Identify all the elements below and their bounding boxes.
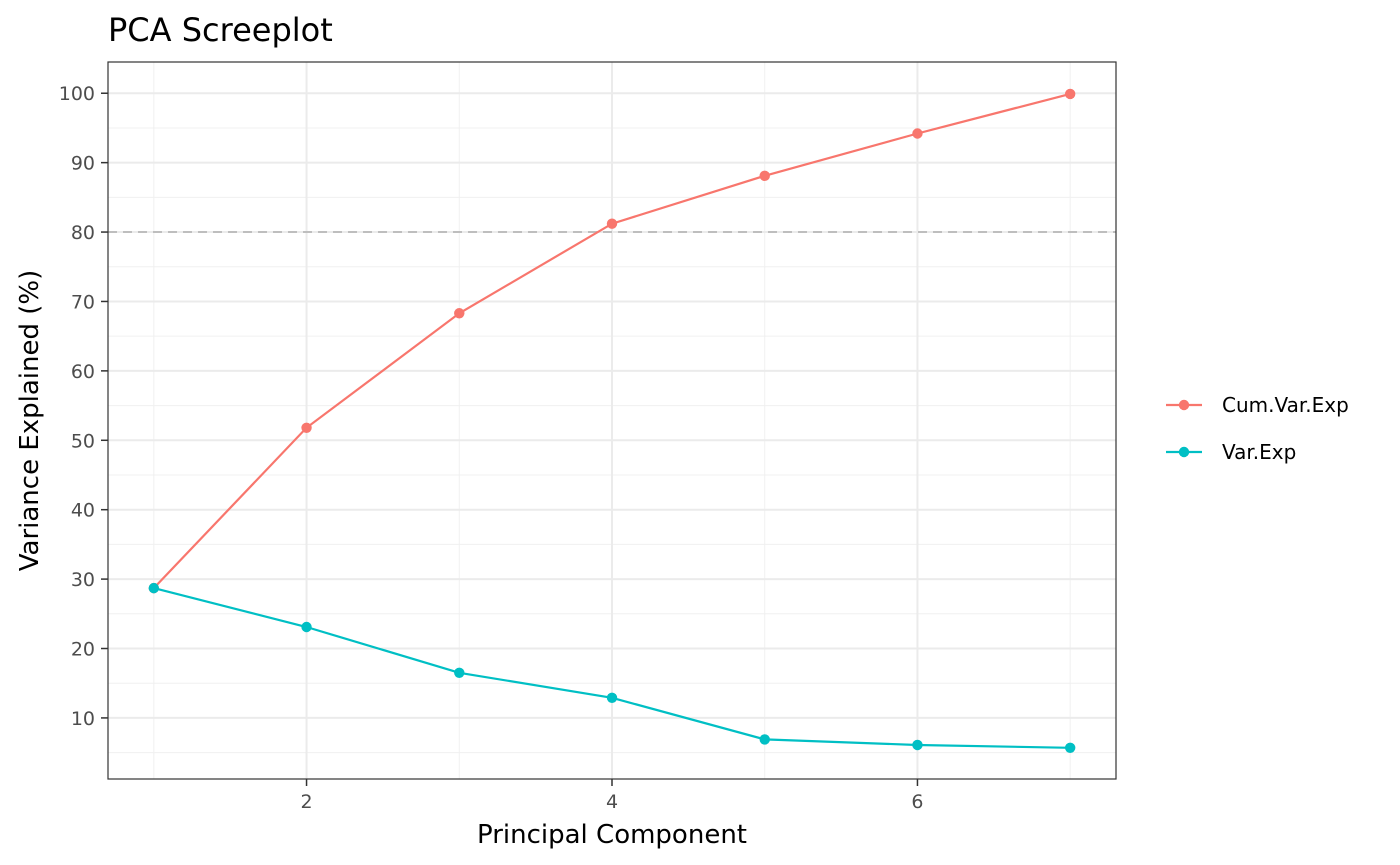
x-axis-ticks: 2 4 6 — [300, 779, 924, 813]
legend-item-cum-var-exp: Cum.Var.Exp — [1166, 393, 1349, 417]
legend: Cum.Var.Exp Var.Exp — [1166, 393, 1349, 464]
legend-key-point — [1178, 399, 1190, 411]
data-point-cum-var-exp — [454, 308, 465, 319]
y-tick-label: 80 — [71, 222, 95, 244]
x-tick-label: 6 — [911, 791, 923, 813]
series-var-exp — [148, 582, 1076, 753]
x-tick-label: 2 — [300, 791, 312, 813]
data-point-var-exp — [1064, 742, 1076, 753]
data-point-cum-var-exp — [1064, 88, 1076, 100]
y-tick-label: 20 — [71, 639, 95, 661]
legend-item-var-exp: Var.Exp — [1166, 440, 1296, 464]
data-point-var-exp — [454, 667, 465, 679]
data-point-var-exp — [301, 621, 312, 633]
y-tick-label: 100 — [59, 83, 95, 105]
y-axis-title: Variance Explained (%) — [15, 270, 45, 572]
data-point-var-exp — [912, 739, 923, 751]
grid-major — [108, 62, 1116, 779]
y-tick-label: 10 — [71, 708, 95, 730]
data-point-cum-var-exp — [606, 218, 618, 229]
data-point-cum-var-exp — [912, 128, 923, 139]
legend-key-point — [1178, 446, 1190, 458]
y-tick-label: 50 — [71, 430, 95, 452]
data-point-var-exp — [148, 582, 160, 594]
data-point-var-exp — [606, 692, 618, 703]
data-point-var-exp — [759, 734, 770, 745]
series-layer — [148, 88, 1076, 753]
y-tick-label: 60 — [71, 361, 95, 383]
x-tick-label: 4 — [606, 791, 618, 813]
y-axis-ticks: 10 20 30 40 50 60 70 80 90 100 — [59, 83, 108, 730]
y-tick-label: 30 — [71, 569, 95, 591]
y-tick-label: 40 — [71, 500, 95, 522]
chart-title: PCA Screeplot — [108, 11, 333, 49]
data-point-cum-var-exp — [301, 422, 312, 433]
legend-label: Cum.Var.Exp — [1222, 393, 1349, 417]
data-point-cum-var-exp — [759, 170, 770, 182]
y-tick-label: 70 — [71, 291, 95, 313]
legend-label: Var.Exp — [1222, 440, 1296, 464]
x-axis-title: Principal Component — [477, 820, 747, 850]
y-tick-label: 90 — [71, 153, 95, 175]
